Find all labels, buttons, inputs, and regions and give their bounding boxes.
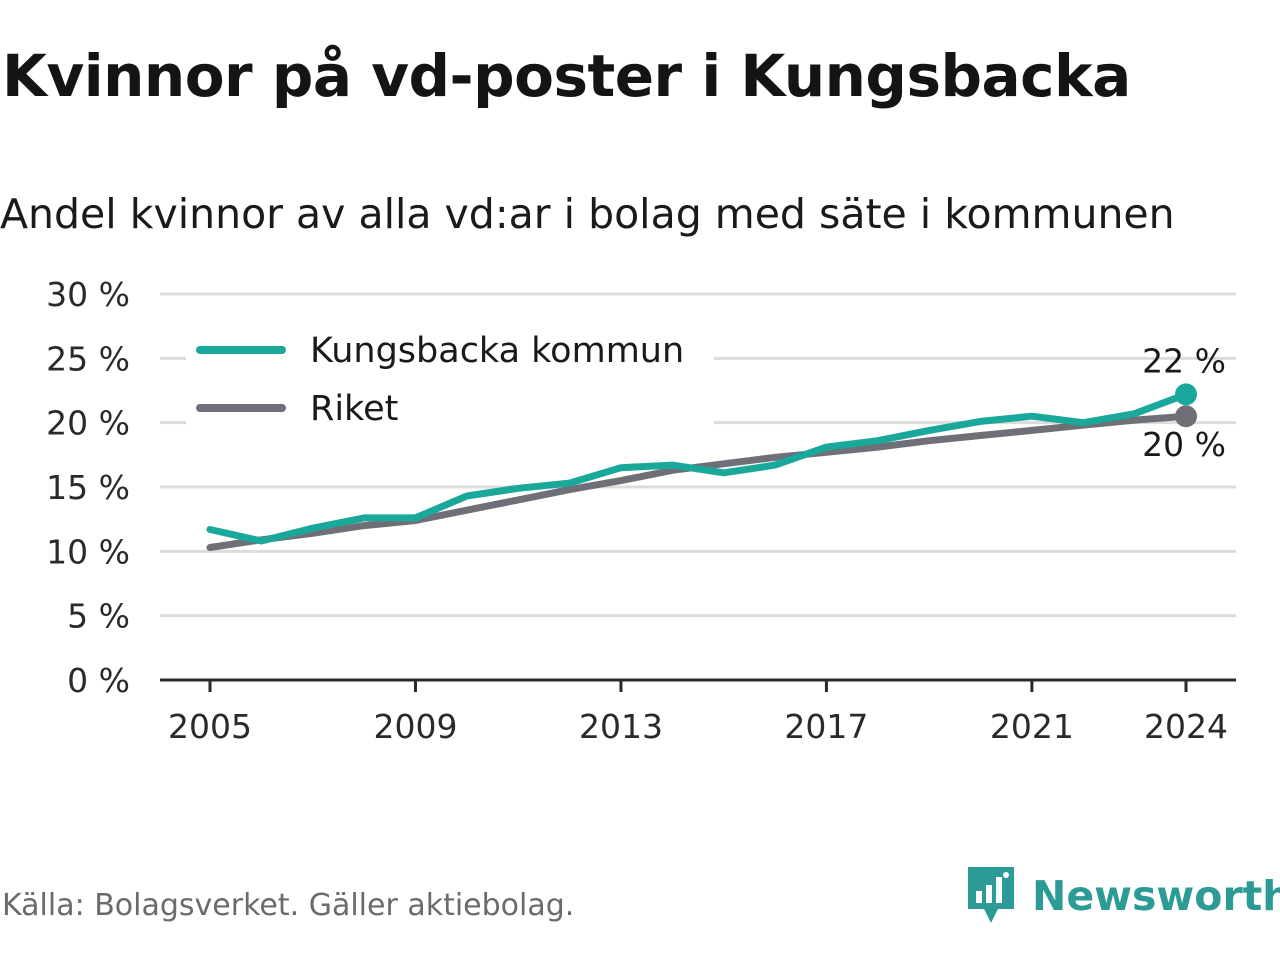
- y-tick-label: 15 %: [46, 468, 130, 507]
- x-tick-label: 2017: [784, 707, 868, 746]
- brand-logo: Newsworthy: [966, 865, 1280, 927]
- end-label: 22 %: [1142, 341, 1226, 380]
- line-chart: 0 %5 %10 %15 %20 %25 %30 % 2005 2009 2013 2…: [46, 275, 1236, 746]
- brand-name: Newsworthy: [1032, 872, 1280, 920]
- end-label: 20 %: [1142, 425, 1226, 464]
- source-note: Källa: Bolagsverket. Gäller aktiebolag.: [2, 888, 575, 923]
- x-axis: 2005 2009 2013 2017 2021 2024: [160, 678, 1236, 746]
- x-tick-label: 2013: [579, 707, 663, 746]
- x-tick-label: 2021: [990, 707, 1074, 746]
- legend-label: Riket: [310, 389, 398, 429]
- legend: Kungsbacka kommun Riket: [186, 318, 714, 429]
- end-point-kungsbacka: [1175, 383, 1197, 406]
- x-tick-label: 2024: [1144, 707, 1228, 746]
- y-tick-label: 25 %: [46, 339, 130, 378]
- chart-title: Kvinnor på vd-poster i Kungsbacka: [2, 42, 1131, 110]
- y-tick-label: 5 %: [67, 597, 130, 636]
- legend-label: Kungsbacka kommun: [310, 331, 684, 371]
- chart-subtitle: Andel kvinnor av alla vd:ar i bolag med …: [0, 190, 1175, 238]
- newsworthy-logo-icon: [968, 867, 1014, 923]
- series-line-kungsbacka: [206, 390, 1190, 545]
- x-tick-label: 2009: [373, 707, 457, 746]
- x-tick-label: 2005: [168, 707, 252, 746]
- series-lines: [206, 383, 1197, 551]
- y-tick-label: 10 %: [46, 532, 130, 571]
- end-labels: 22 % 20 %: [1142, 341, 1226, 464]
- y-tick-label: 20 %: [46, 404, 130, 443]
- y-tick-label: 0 %: [67, 661, 130, 700]
- y-axis-ticks: 0 % 5 % 10 % 15 % 20 % 25 % 30 %: [46, 275, 130, 700]
- series-line-riket: [206, 412, 1190, 551]
- y-tick-label: 30 %: [46, 275, 130, 314]
- end-point-riket: [1175, 405, 1197, 428]
